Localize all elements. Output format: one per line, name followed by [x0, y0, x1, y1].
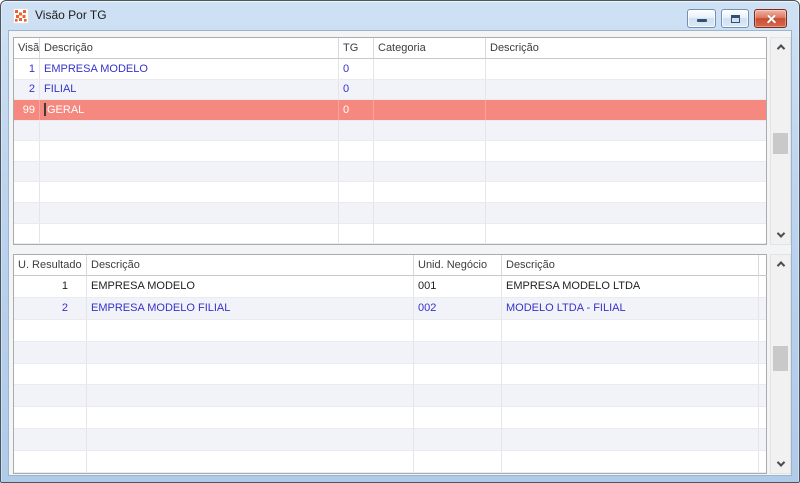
- cell-descricao: EMPRESA MODELO: [40, 59, 339, 79]
- scroll-up-button[interactable]: [771, 256, 790, 272]
- minimize-icon: [697, 19, 707, 22]
- cell-visao: 1: [14, 59, 40, 79]
- cell-filler: [759, 298, 766, 319]
- vertical-scrollbar[interactable]: [770, 37, 791, 245]
- scrollbar-thumb[interactable]: [773, 346, 788, 371]
- cell-descricao-2: [486, 80, 766, 100]
- cell-tg: 0: [339, 100, 374, 120]
- cell-u-resultado: 1: [14, 276, 87, 297]
- visao-grid: Visão Descrição TG Categoria Descrição 1…: [13, 37, 767, 245]
- table-row-selected[interactable]: 99 GERAL 0: [14, 100, 766, 121]
- visao-grid-rows: 1 EMPRESA MODELO 0 2 FILIAL 0 99 GERAL 0: [14, 59, 766, 244]
- column-header-descricao[interactable]: Descrição: [87, 255, 414, 276]
- text-cursor: [44, 103, 46, 117]
- cell-categoria: [374, 100, 486, 120]
- cell-filler: [759, 276, 766, 297]
- cell-descricao: EMPRESA MODELO FILIAL: [87, 297, 414, 319]
- table-row-empty[interactable]: [14, 120, 766, 142]
- cell-descricao-2: [486, 100, 766, 120]
- cell-categoria: [374, 79, 486, 100]
- table-row-empty[interactable]: [14, 182, 766, 203]
- orange-grid-dots-icon: [15, 10, 27, 22]
- visao-grid-header: Visão Descrição TG Categoria Descrição: [14, 38, 766, 59]
- maximize-button[interactable]: [721, 9, 749, 28]
- scroll-down-button[interactable]: [771, 227, 790, 243]
- chevron-down-icon: [776, 229, 785, 238]
- window-controls: [687, 9, 787, 28]
- resultado-grid-header: U. Resultado Descrição Unid. Negócio Des…: [14, 255, 767, 276]
- minimize-button[interactable]: [687, 9, 716, 28]
- column-header-filler: [759, 255, 767, 276]
- maximize-icon: [731, 15, 740, 23]
- app-icon: [13, 8, 29, 24]
- cell-visao: 99: [14, 100, 40, 120]
- table-row-empty[interactable]: [14, 429, 766, 452]
- title-bar[interactable]: Visão Por TG: [1, 1, 799, 30]
- scroll-down-button[interactable]: [771, 456, 790, 472]
- resultado-grid-rows: 1 EMPRESA MODELO 001 EMPRESA MODELO LTDA…: [14, 276, 766, 473]
- table-row[interactable]: 1 EMPRESA MODELO 001 EMPRESA MODELO LTDA: [14, 276, 766, 298]
- cell-unid-negocio: 001: [414, 276, 502, 297]
- cell-descricao: FILIAL: [40, 79, 339, 100]
- cell-tg: 0: [339, 59, 374, 79]
- cell-tg: 0: [339, 79, 374, 100]
- column-header-descricao-2[interactable]: Descrição: [486, 38, 766, 59]
- cell-descricao-text: GERAL: [47, 103, 85, 116]
- cell-categoria: [374, 59, 486, 79]
- cell-visao: 2: [14, 79, 40, 100]
- chevron-down-icon: [776, 458, 785, 467]
- scroll-up-button[interactable]: [771, 39, 790, 55]
- chevron-up-icon: [776, 44, 785, 53]
- column-header-descricao[interactable]: Descrição: [40, 38, 339, 59]
- table-row[interactable]: 2 EMPRESA MODELO FILIAL 002 MODELO LTDA …: [14, 297, 766, 320]
- table-row-empty[interactable]: [14, 385, 766, 408]
- table-row[interactable]: 1 EMPRESA MODELO 0: [14, 59, 766, 80]
- column-header-descricao-2[interactable]: Descrição: [502, 255, 759, 276]
- table-row-empty[interactable]: [14, 363, 766, 386]
- table-row-empty[interactable]: [14, 319, 766, 342]
- chevron-up-icon: [776, 261, 785, 270]
- table-row-empty[interactable]: [14, 223, 766, 244]
- client-area: Visão Descrição TG Categoria Descrição 1…: [8, 30, 792, 476]
- table-row-empty[interactable]: [14, 161, 766, 183]
- cell-u-resultado: 2: [14, 297, 87, 319]
- close-button[interactable]: [754, 9, 787, 28]
- cell-descricao: EMPRESA MODELO: [87, 276, 414, 297]
- table-row-empty[interactable]: [14, 341, 766, 364]
- cell-descricao-2: [486, 59, 766, 79]
- scrollbar-thumb[interactable]: [773, 133, 788, 154]
- cell-descricao-2: MODELO LTDA - FILIAL: [502, 297, 759, 319]
- table-row[interactable]: 2 FILIAL 0: [14, 79, 766, 101]
- column-header-u-resultado[interactable]: U. Resultado: [14, 255, 87, 276]
- column-header-unid-negocio[interactable]: Unid. Negócio: [414, 255, 502, 276]
- column-header-tg[interactable]: TG: [339, 38, 374, 59]
- window-title: Visão Por TG: [35, 8, 107, 22]
- cell-unid-negocio: 002: [414, 297, 502, 319]
- table-row-empty[interactable]: [14, 451, 766, 473]
- table-row-empty[interactable]: [14, 141, 766, 162]
- cell-descricao-2: EMPRESA MODELO LTDA: [502, 276, 759, 297]
- column-header-visao[interactable]: Visão: [14, 38, 40, 59]
- table-row-empty[interactable]: [14, 202, 766, 224]
- column-header-categoria[interactable]: Categoria: [374, 38, 486, 59]
- resultado-grid: U. Resultado Descrição Unid. Negócio Des…: [13, 254, 767, 474]
- vertical-scrollbar[interactable]: [770, 254, 791, 474]
- cell-descricao: GERAL: [40, 100, 339, 120]
- table-row-empty[interactable]: [14, 407, 766, 430]
